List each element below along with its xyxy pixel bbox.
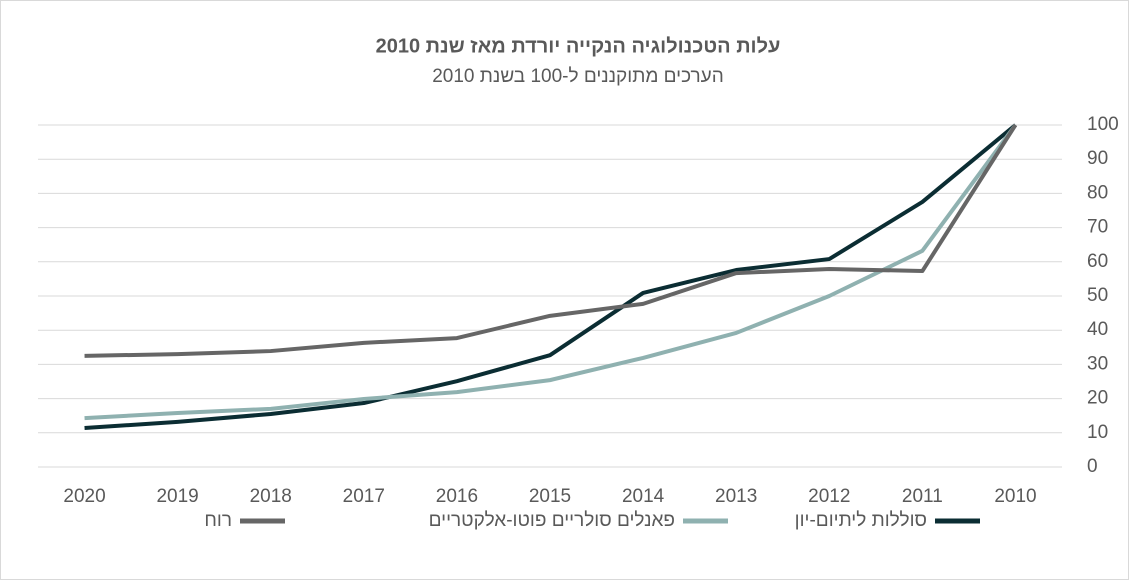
y-tick-label: 30 <box>1087 353 1108 374</box>
y-tick-label: 80 <box>1087 182 1108 203</box>
x-tick-label: 2019 <box>156 486 198 507</box>
x-tick-label: 2020 <box>63 486 105 507</box>
y-tick-label: 20 <box>1087 388 1108 409</box>
x-tick-label: 2018 <box>250 486 292 507</box>
legend-label: סוללות ליתיום-יון <box>795 510 927 531</box>
y-tick-label: 70 <box>1087 217 1108 238</box>
series-line <box>84 123 1018 421</box>
y-tick-label: 0 <box>1087 456 1098 477</box>
y-tick-label: 60 <box>1087 251 1108 272</box>
x-tick-label: 2017 <box>343 486 385 507</box>
y-tick-label: 40 <box>1087 319 1108 340</box>
chart-title: עלות הטכנולוגיה הנקייה יורדת מאז שנת 201… <box>376 35 781 57</box>
legend-label: פאנלים סולריים פוטו-אלקטריים <box>429 510 675 531</box>
x-tick-label: 2012 <box>808 486 850 507</box>
y-tick-label: 50 <box>1087 285 1108 306</box>
x-tick-label: 2015 <box>529 486 571 507</box>
x-tick-label: 2011 <box>902 486 943 507</box>
chart-subtitle: הערכים מתוקננים ל-100 בשנת 2010 <box>432 66 724 87</box>
y-tick-label: 10 <box>1087 422 1108 443</box>
x-tick-label: 2014 <box>622 486 665 507</box>
series-line <box>84 123 1018 358</box>
x-tick-label: 2016 <box>436 486 478 507</box>
y-tick-label: 90 <box>1087 148 1108 169</box>
y-tick-label: 100 <box>1087 114 1119 135</box>
x-tick-label: 2013 <box>715 486 757 507</box>
x-tick-label: 2010 <box>994 486 1036 507</box>
series-line <box>84 123 1017 431</box>
legend-label: רוח <box>204 510 232 531</box>
